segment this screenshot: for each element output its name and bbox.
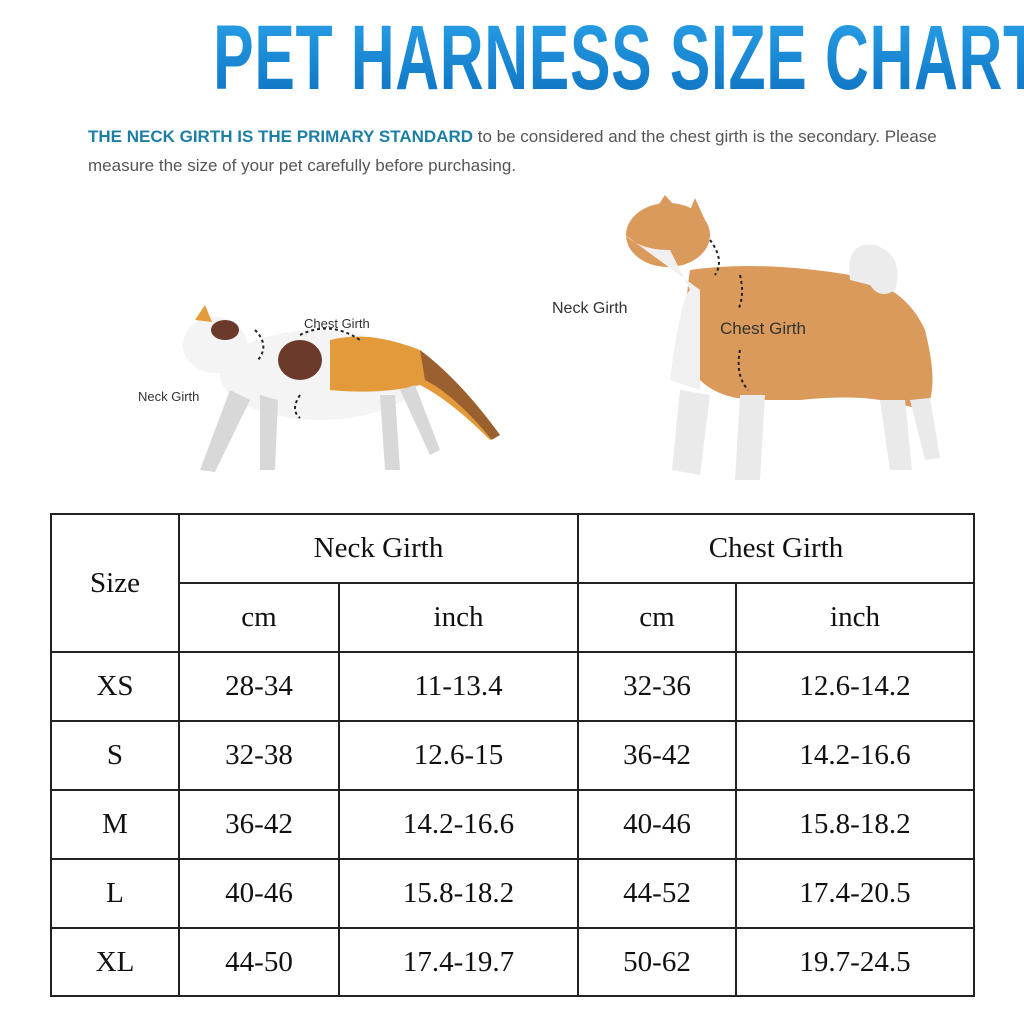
chest-cm-cell: 44-52 xyxy=(577,858,737,929)
unit-header: cm xyxy=(577,582,737,653)
size-cell: XS xyxy=(50,651,180,722)
neck-inch-cell: 12.6-15 xyxy=(338,720,579,791)
size-table: Size Neck Girth Chest Girth cm inch cm i… xyxy=(50,513,975,997)
table-row: XL 44-50 17.4-19.7 50-62 19.7-24.5 xyxy=(50,927,975,997)
neck-cm-cell: 32-38 xyxy=(178,720,340,791)
page-title: PET HARNESS SIZE CHART xyxy=(0,8,1024,108)
intro-rest: to be considered and the chest girth is … xyxy=(88,127,937,175)
chest-inch-cell: 19.7-24.5 xyxy=(735,927,975,997)
dog-chest-label: Chest Girth xyxy=(720,319,806,338)
neck-inch-cell: 14.2-16.6 xyxy=(338,789,579,860)
table-row: M 36-42 14.2-16.6 40-46 15.8-18.2 xyxy=(50,789,975,860)
chest-cm-cell: 36-42 xyxy=(577,720,737,791)
neck-girth-header: Neck Girth xyxy=(178,513,579,584)
neck-inch-cell: 11-13.4 xyxy=(338,651,579,722)
neck-cm-cell: 36-42 xyxy=(178,789,340,860)
neck-cm-cell: 44-50 xyxy=(178,927,340,997)
cat-neck-label: Neck Girth xyxy=(138,389,199,404)
unit-header: inch xyxy=(735,582,975,653)
cat-chest-label: Chest Girth xyxy=(304,316,370,331)
table-row: S 32-38 12.6-15 36-42 14.2-16.6 xyxy=(50,720,975,791)
unit-header: cm xyxy=(178,582,340,653)
chest-inch-cell: 17.4-20.5 xyxy=(735,858,975,929)
size-cell: M xyxy=(50,789,180,860)
size-cell: S xyxy=(50,720,180,791)
chest-cm-cell: 32-36 xyxy=(577,651,737,722)
chest-cm-cell: 40-46 xyxy=(577,789,737,860)
cat-illustration: Chest Girth Neck Girth xyxy=(138,305,500,472)
size-header: Size xyxy=(50,513,180,653)
pet-illustrations: Chest Girth Neck Girth Neck Girth Chest … xyxy=(138,195,940,480)
table-row: XS 28-34 11-13.4 32-36 12.6-14.2 xyxy=(50,651,975,722)
chest-inch-cell: 14.2-16.6 xyxy=(735,720,975,791)
chest-inch-cell: 12.6-14.2 xyxy=(735,651,975,722)
neck-cm-cell: 40-46 xyxy=(178,858,340,929)
chest-inch-cell: 15.8-18.2 xyxy=(735,789,975,860)
intro-text: THE NECK GIRTH IS THE PRIMARY STANDARD t… xyxy=(88,122,988,180)
intro-highlight: THE NECK GIRTH IS THE PRIMARY STANDARD xyxy=(88,127,474,146)
chest-cm-cell: 50-62 xyxy=(577,927,737,997)
unit-header: inch xyxy=(338,582,579,653)
size-cell: XL xyxy=(50,927,180,997)
dog-illustration: Neck Girth Chest Girth xyxy=(552,195,940,480)
neck-cm-cell: 28-34 xyxy=(178,651,340,722)
dog-neck-label: Neck Girth xyxy=(552,300,628,317)
neck-inch-cell: 15.8-18.2 xyxy=(338,858,579,929)
size-cell: L xyxy=(50,858,180,929)
chest-girth-header: Chest Girth xyxy=(577,513,975,584)
table-row: L 40-46 15.8-18.2 44-52 17.4-20.5 xyxy=(50,858,975,929)
neck-inch-cell: 17.4-19.7 xyxy=(338,927,579,997)
